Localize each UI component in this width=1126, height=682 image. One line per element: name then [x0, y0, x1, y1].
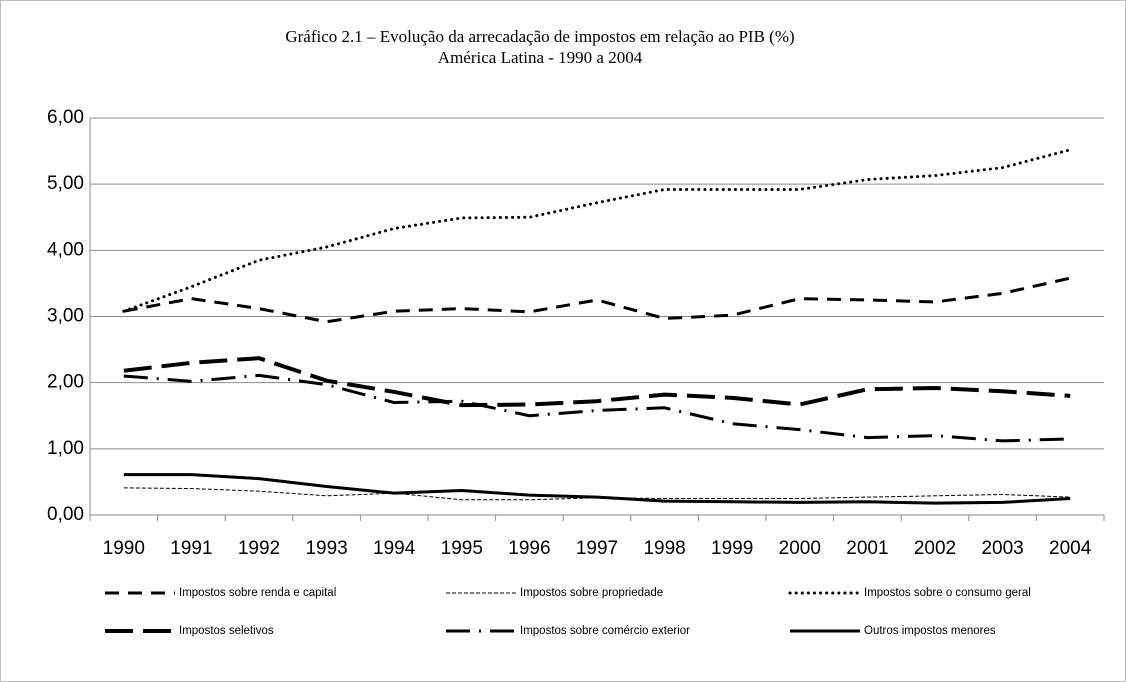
chart-subtitle: América Latina - 1990 a 2004: [438, 48, 643, 67]
x-tick-label: 1991: [170, 538, 212, 559]
x-tick-label: 2002: [914, 538, 956, 559]
legend-label: Impostos sobre o consumo geral: [864, 587, 1031, 599]
series-line: [123, 473, 1071, 505]
x-tick-label: 1996: [508, 538, 550, 559]
y-tick-label: 1,00: [47, 438, 84, 459]
x-tick-label: 2000: [779, 538, 821, 559]
y-tick-label: 5,00: [47, 173, 84, 194]
x-tick-label: 1998: [643, 538, 685, 559]
y-tick-label: 4,00: [47, 239, 84, 260]
series-line: [123, 356, 1071, 408]
x-tick-label: 1992: [238, 538, 280, 559]
y-tick-label: 0,00: [47, 504, 84, 525]
series-line: [122, 148, 1072, 313]
y-tick-label: 3,00: [47, 306, 84, 327]
legend-label: Impostos sobre comércio exterior: [520, 625, 690, 637]
x-tick-label: 1999: [711, 538, 753, 559]
x-tick-label: 2001: [846, 538, 888, 559]
x-tick-label: 2004: [1049, 538, 1092, 559]
x-tick-label: 1990: [103, 538, 145, 559]
chart-title: Gráfico 2.1 – Evolução da arrecadação de…: [285, 27, 794, 46]
y-tick-label: 2,00: [47, 372, 84, 393]
y-tick-label: 6,00: [47, 107, 84, 128]
x-tick-label: 1997: [576, 538, 618, 559]
legend-label: Impostos sobre propriedade: [520, 587, 663, 599]
x-tick-label: 1995: [441, 538, 483, 559]
series-line: [123, 487, 1071, 501]
x-tick-label: 2003: [981, 538, 1023, 559]
legend-label: Outros impostos menores: [864, 625, 996, 637]
legend-label: Impostos seletivos: [179, 625, 274, 637]
series-line: [123, 373, 1071, 443]
x-tick-label: 1993: [305, 538, 347, 559]
x-tick-label: 1994: [373, 538, 416, 559]
legend-label: Impostos sobre renda e capital: [179, 587, 336, 599]
